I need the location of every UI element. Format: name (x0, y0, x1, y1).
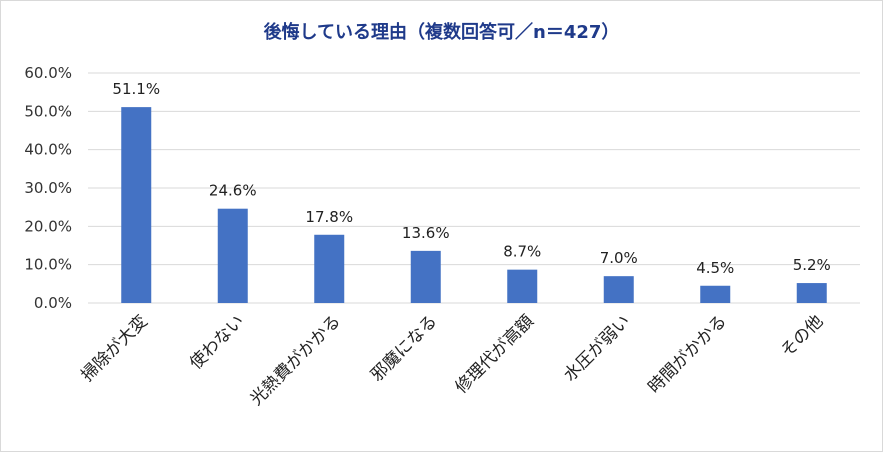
y-tick-label: 10.0% (24, 256, 72, 274)
y-tick-label: 20.0% (24, 217, 72, 235)
data-label: 51.1% (112, 80, 160, 98)
data-label: 8.7% (503, 243, 541, 261)
category-label: 修理代が高額 (452, 311, 538, 397)
y-tick-label: 0.0% (34, 294, 72, 312)
grid-lines (88, 72, 860, 304)
bar (796, 283, 827, 303)
data-label: 7.0% (600, 249, 638, 267)
chart-title: 後悔している理由（複数回答可／n＝427） (263, 22, 620, 43)
data-labels: 51.1% 24.6% 17.8% 13.6% 8.7% 7.0% 4.5% 5.2% (112, 80, 830, 277)
bar (507, 269, 538, 303)
bar (121, 107, 152, 303)
category-label: 掃除が大変 (78, 311, 152, 385)
data-label: 17.8% (305, 208, 353, 226)
category-label: 光熱費がかかる (246, 311, 344, 409)
category-label: 使わない (185, 311, 248, 374)
data-label: 5.2% (793, 256, 831, 274)
category-label: その他 (777, 311, 827, 361)
data-label: 13.6% (402, 224, 450, 242)
data-label: 4.5% (696, 259, 734, 277)
bar (410, 250, 441, 303)
bar (314, 234, 345, 303)
category-label: 水圧が弱い (560, 311, 634, 385)
category-label: 時間がかかる (645, 311, 731, 397)
y-tick-label: 40.0% (24, 141, 72, 159)
bar (603, 276, 634, 303)
data-label: 24.6% (209, 182, 257, 200)
bar (700, 285, 731, 303)
y-tick-label: 60.0% (24, 64, 72, 82)
bars (121, 107, 827, 303)
y-axis-ticks: 0.0% 10.0% 20.0% 30.0% 40.0% 50.0% 60.0% (24, 64, 72, 312)
y-tick-label: 30.0% (24, 179, 72, 197)
category-label: 邪魔になる (367, 311, 441, 385)
y-tick-label: 50.0% (24, 102, 72, 120)
bar (217, 208, 248, 303)
